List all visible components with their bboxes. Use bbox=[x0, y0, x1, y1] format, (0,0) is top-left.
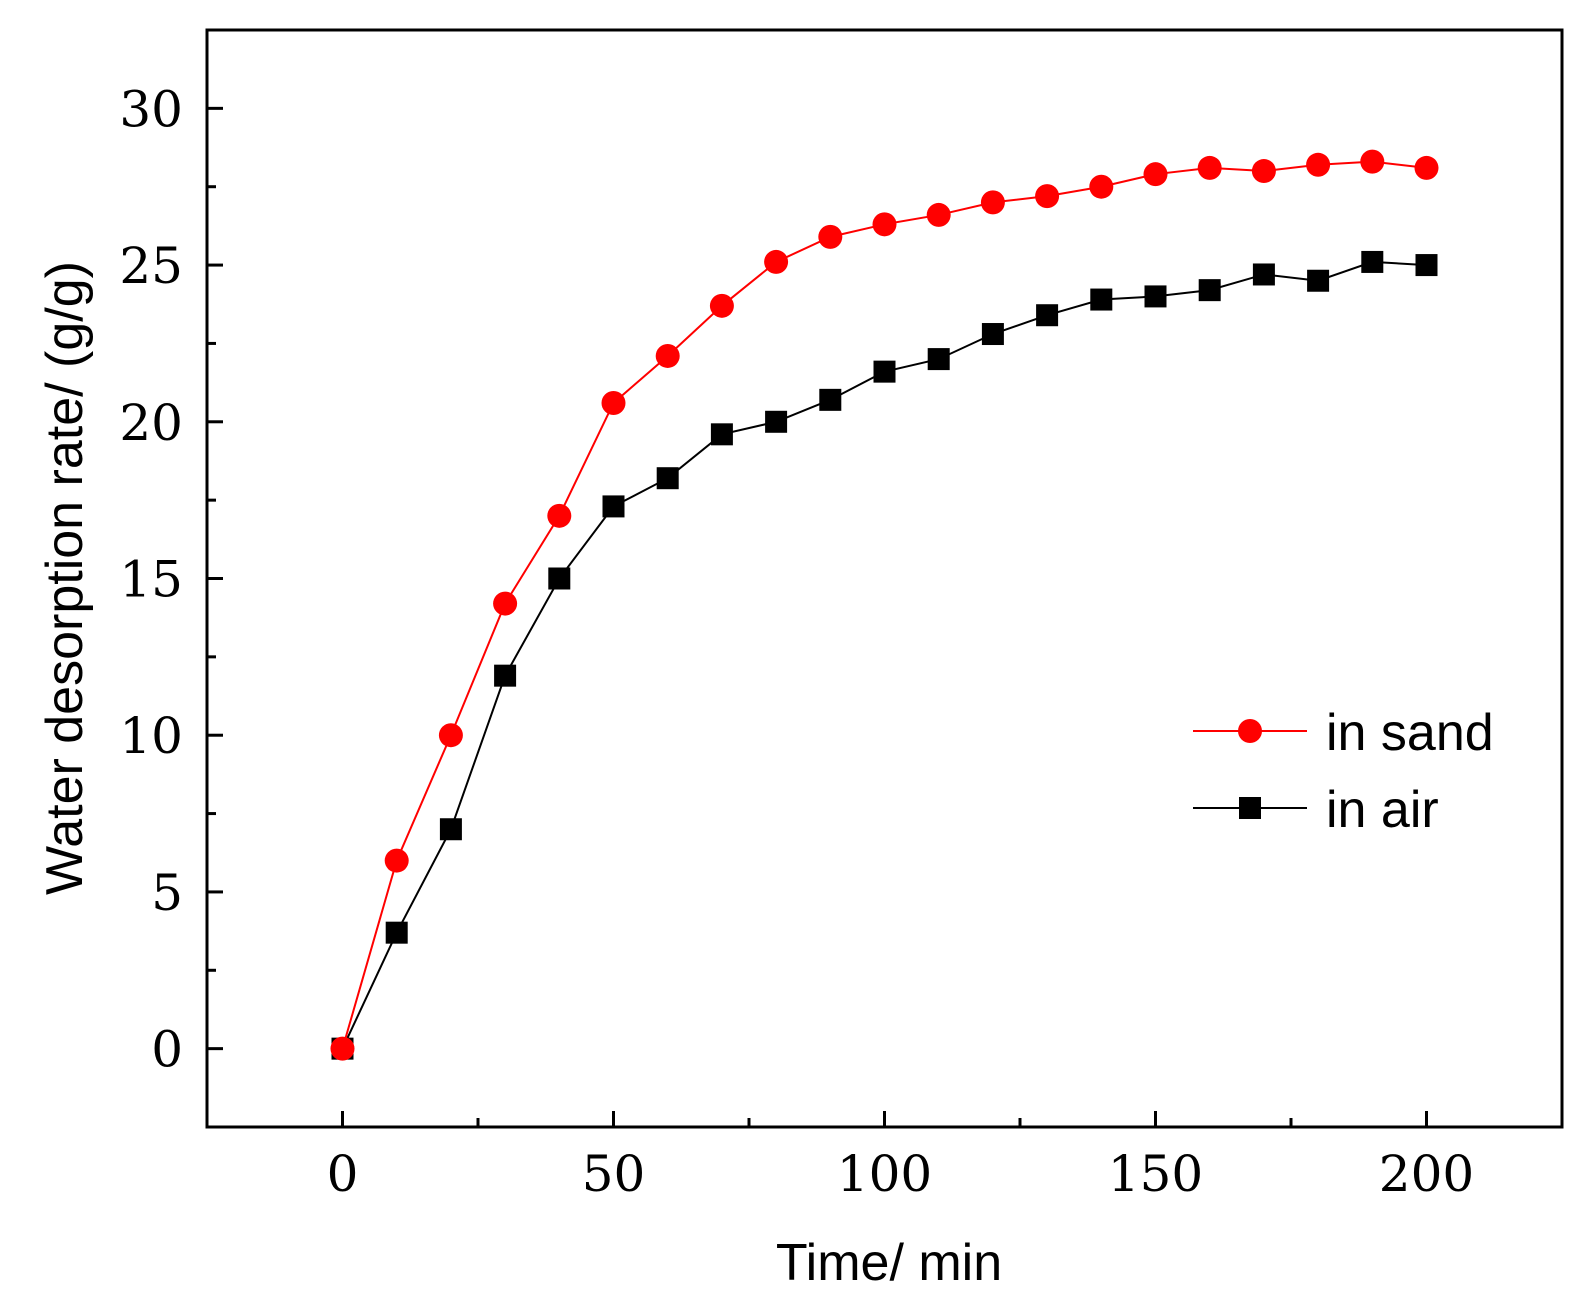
series-in-air bbox=[331, 250, 1438, 1060]
data-point-in-air bbox=[656, 467, 679, 490]
y-tick-label: 0 bbox=[151, 1021, 183, 1079]
data-point-in-air bbox=[494, 664, 517, 687]
y-tick-label: 5 bbox=[151, 864, 183, 922]
data-point-in-air bbox=[1198, 279, 1221, 302]
data-point-in-sand bbox=[764, 249, 789, 274]
data-point-in-air bbox=[1252, 263, 1275, 286]
y-tick-label: 20 bbox=[119, 394, 183, 452]
data-point-in-sand bbox=[1251, 159, 1276, 184]
legend-label-in-sand: in sand bbox=[1326, 704, 1494, 762]
data-point-in-sand bbox=[1360, 149, 1385, 174]
y-tick-label: 10 bbox=[119, 707, 183, 765]
x-tick-label: 50 bbox=[582, 1145, 646, 1203]
data-point-in-air bbox=[1415, 254, 1438, 277]
data-point-in-air bbox=[819, 388, 842, 411]
data-point-in-air bbox=[873, 360, 896, 383]
data-point-in-air bbox=[710, 423, 733, 446]
y-tick-label: 15 bbox=[119, 551, 183, 609]
data-point-in-sand bbox=[926, 202, 951, 227]
y-axis-title: Water desorption rate/ (g/g) bbox=[36, 261, 94, 895]
data-point-in-sand bbox=[547, 503, 572, 528]
y-tick-label: 30 bbox=[119, 80, 183, 138]
x-tick-label: 150 bbox=[1108, 1145, 1203, 1203]
data-point-in-air bbox=[1036, 304, 1059, 327]
data-point-in-air bbox=[1090, 288, 1113, 311]
y-tick-label: 25 bbox=[119, 237, 183, 295]
data-point-in-sand bbox=[980, 190, 1005, 215]
plot-frame bbox=[205, 28, 1564, 1129]
data-point-in-sand bbox=[493, 591, 518, 616]
legend-marker-in-air bbox=[1239, 797, 1261, 819]
data-point-in-sand bbox=[438, 723, 463, 748]
data-point-in-air bbox=[981, 323, 1004, 346]
data-point-in-air bbox=[602, 495, 625, 518]
legend-label-in-air: in air bbox=[1326, 781, 1439, 839]
series-layer bbox=[330, 149, 1439, 1061]
data-point-in-sand bbox=[709, 293, 734, 318]
data-point-in-sand bbox=[330, 1036, 355, 1061]
data-point-in-air bbox=[1307, 269, 1330, 292]
data-point-in-sand bbox=[1089, 174, 1114, 199]
data-point-in-sand bbox=[1035, 184, 1060, 209]
x-tick-label: 100 bbox=[837, 1145, 932, 1203]
data-point-in-sand bbox=[1143, 162, 1168, 187]
data-point-in-air bbox=[927, 348, 950, 371]
data-point-in-air bbox=[548, 567, 571, 590]
data-point-in-sand bbox=[1197, 155, 1222, 180]
axis-ticks: 0 50 100 150 200 0 5 10 15 20 25 30 bbox=[119, 80, 1474, 1203]
legend-marker-in-sand bbox=[1238, 719, 1262, 743]
data-point-in-sand bbox=[818, 224, 843, 249]
data-point-in-air bbox=[1361, 250, 1384, 273]
data-point-in-air bbox=[765, 410, 788, 433]
series-in-sand bbox=[330, 149, 1439, 1061]
data-point-in-air bbox=[439, 818, 462, 841]
data-point-in-sand bbox=[1414, 155, 1439, 180]
data-point-in-air bbox=[385, 921, 408, 944]
x-axis-title: Time/ min bbox=[776, 1234, 1002, 1292]
data-point-in-sand bbox=[1306, 152, 1331, 177]
data-point-in-air bbox=[1144, 285, 1167, 308]
x-tick-label: 0 bbox=[327, 1145, 359, 1203]
data-point-in-sand bbox=[655, 343, 680, 368]
x-tick-label: 200 bbox=[1379, 1145, 1474, 1203]
data-point-in-sand bbox=[872, 212, 897, 237]
legend: in sand in air bbox=[1193, 704, 1494, 839]
data-point-in-sand bbox=[384, 848, 409, 873]
data-point-in-sand bbox=[601, 390, 626, 415]
